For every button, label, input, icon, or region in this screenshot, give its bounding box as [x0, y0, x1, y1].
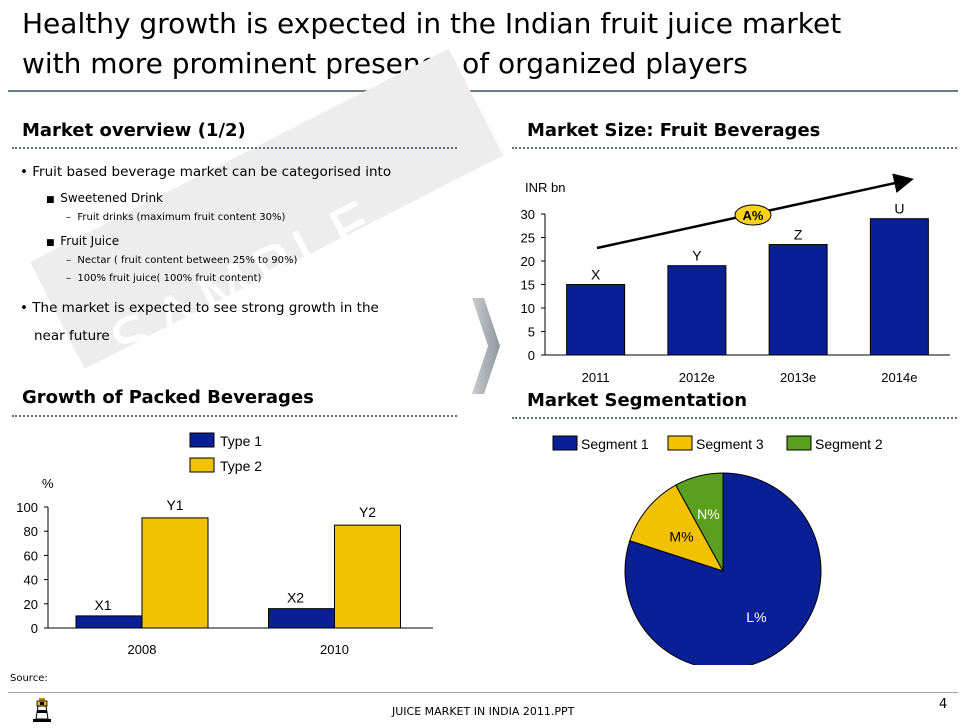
overview-sub-2-item-2: – 100% fruit juice( 100% fruit content)	[66, 273, 262, 284]
overview-sub-1-item-1: – Fruit drinks (maximum fruit content 30…	[66, 212, 286, 223]
data-label: U	[894, 201, 904, 217]
x-tick-label: 2010	[320, 642, 349, 657]
bar-2011	[566, 284, 626, 356]
overview-bullet-2: • The market is expected to see strong g…	[20, 300, 379, 344]
packed-divider	[12, 415, 457, 417]
legend-swatch	[189, 457, 215, 473]
pie-label: M%	[669, 529, 693, 545]
packed-heading: Growth of Packed Beverages	[22, 387, 314, 408]
lighthouse-logo-icon	[33, 698, 51, 722]
y-tick-label: 10	[521, 301, 535, 316]
y-tick-label: 60	[24, 548, 38, 563]
legend-swatch	[552, 435, 578, 451]
title-line-2: with more prominent presence of organize…	[22, 47, 748, 80]
page-number: 4	[939, 697, 948, 712]
data-label: Y	[692, 248, 702, 264]
legend-label: Type 2	[220, 458, 262, 474]
bar-2014e	[869, 218, 929, 356]
y-tick-label: 20	[24, 597, 38, 612]
data-label: Y2	[359, 504, 376, 520]
footer-file-name: JUICE MARKET IN INDIA 2011.PPT	[392, 705, 575, 718]
source-label: Source:	[10, 673, 48, 684]
bar-2008-1	[141, 517, 209, 629]
y-tick-label: 100	[16, 500, 38, 515]
legend-swatch	[189, 432, 215, 448]
y-tick-label: 30	[521, 207, 535, 222]
x-tick-label: 2014e	[881, 370, 917, 385]
data-label: Z	[794, 227, 803, 243]
y-tick-label: 20	[521, 254, 535, 269]
data-label: X	[591, 267, 601, 283]
legend-swatch	[786, 435, 812, 451]
x-tick-label: 2008	[128, 642, 157, 657]
bar-2013e	[768, 244, 828, 356]
legend-label: Type 1	[220, 433, 262, 449]
y-axis-label: INR bn	[525, 180, 565, 195]
y-tick-label: 0	[528, 348, 535, 363]
footer-divider	[8, 692, 958, 693]
overview-sub-2-item-1: – Nectar ( fruit content between 25% to …	[66, 255, 298, 266]
y-tick-label: 25	[521, 231, 535, 246]
overview-bullet-1: • Fruit based beverage market can be cat…	[20, 164, 392, 180]
data-label: X1	[94, 597, 111, 613]
y-tick-label: 80	[24, 524, 38, 539]
bar-2012e	[667, 265, 727, 356]
data-label: X2	[287, 590, 304, 606]
y-tick-label: 40	[24, 573, 38, 588]
title-divider	[8, 90, 958, 92]
bar-2010-1	[334, 524, 401, 629]
x-tick-label: 2012e	[679, 370, 715, 385]
slide-title: Healthy growth is expected in the Indian…	[22, 4, 962, 84]
pie-slice-segment-1	[624, 472, 822, 665]
packed-bar-chart: Type 1 Type 2% 0 20 40 60 80 100 X1 Y1 2008 X2 Y2 201…	[16, 432, 433, 657]
bullet-dot: •	[20, 300, 33, 316]
y-axis-label: %	[42, 476, 54, 491]
pie-slice-segment-3	[629, 484, 725, 572]
overview-divider	[12, 147, 457, 149]
market-size-bar-chart: INR bn 0 5 10 15 20 25 30 X 2011 Y 2012e Z 2013e U 2014…	[521, 173, 950, 385]
square-bullet-icon: ■	[46, 195, 61, 205]
pie-label: N%	[697, 506, 720, 522]
segmentation-divider	[512, 417, 957, 419]
x-tick-label: 2011	[582, 370, 610, 385]
overview-sub-2: ■ Fruit Juice	[46, 234, 120, 248]
legend-label: Segment 1	[581, 436, 649, 452]
title-line-1: Healthy growth is expected in the Indian…	[22, 7, 842, 40]
cagr-label: A%	[743, 208, 764, 223]
market-size-heading: Market Size: Fruit Beverages	[527, 120, 821, 141]
overview-sub-1: ■ Sweetened Drink	[46, 191, 164, 205]
square-bullet-icon: ■	[46, 238, 61, 248]
data-label: Y1	[166, 497, 183, 513]
y-tick-label: 15	[521, 278, 535, 293]
overview-heading: Market overview (1/2)	[22, 120, 246, 141]
legend-swatch	[667, 435, 693, 451]
bar-2008-0	[75, 615, 143, 629]
segmentation-pie-chart: Segment 1 Segment 3 Segment 2 L% M%N%	[552, 435, 883, 665]
pie-label: L%	[746, 609, 766, 625]
pie-slice-segment-2	[675, 472, 724, 572]
cagr-badge	[734, 204, 772, 226]
y-tick-label: 0	[31, 621, 38, 636]
market-size-divider	[512, 147, 957, 149]
legend-label: Segment 2	[815, 436, 883, 452]
bar-2010-0	[268, 608, 335, 629]
y-tick-label: 5	[528, 325, 535, 340]
x-tick-label: 2013e	[780, 370, 816, 385]
segmentation-heading: Market Segmentation	[527, 390, 748, 411]
section-chevron-icon	[472, 298, 500, 394]
legend-label: Segment 3	[696, 436, 764, 452]
bullet-dot: •	[20, 164, 33, 180]
